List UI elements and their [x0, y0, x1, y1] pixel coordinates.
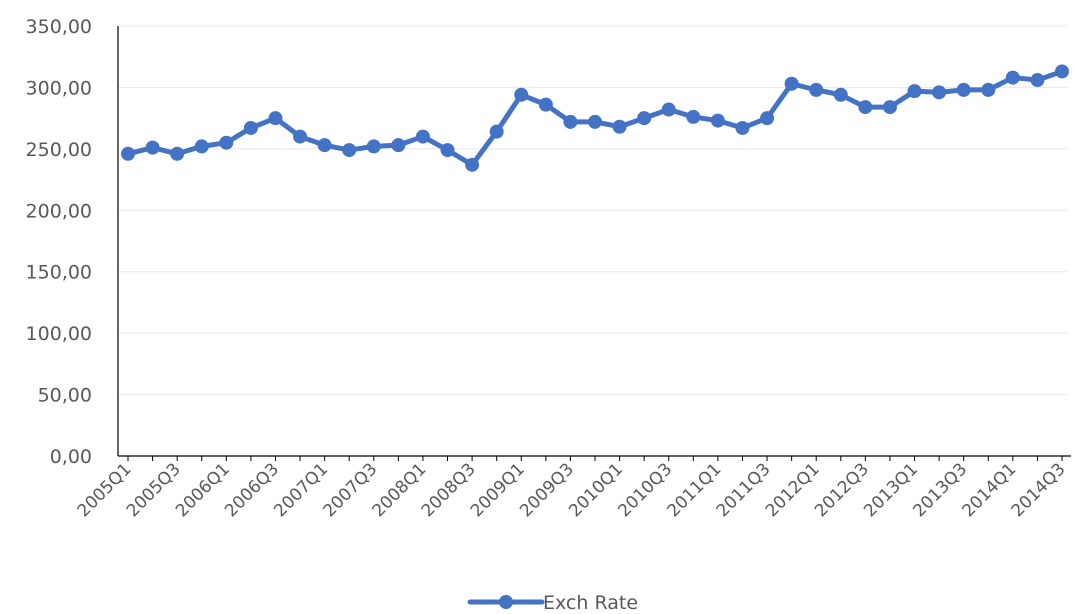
- data-point: [907, 84, 922, 99]
- data-point: [637, 111, 652, 126]
- data-point: [956, 82, 971, 97]
- y-tick-label: 100,00: [26, 323, 92, 345]
- legend-label-exch-rate: Exch Rate: [543, 592, 638, 614]
- data-point: [588, 114, 602, 129]
- data-point: [538, 97, 553, 112]
- x-tick-label: 2006Q1: [172, 459, 234, 521]
- data-point: [882, 100, 897, 115]
- x-tick-label: 2007Q1: [270, 459, 332, 521]
- data-point: [243, 120, 258, 135]
- data-point: [391, 138, 406, 153]
- x-tick-label: 2011Q1: [664, 459, 726, 521]
- legend: Exch Rate: [467, 592, 638, 614]
- data-point: [784, 76, 799, 91]
- data-point: [710, 113, 725, 128]
- data-point: [194, 139, 209, 154]
- data-point: [440, 143, 455, 158]
- y-tick-label: 250,00: [26, 139, 92, 161]
- data-point: [1005, 70, 1020, 85]
- y-tick-label: 350,00: [26, 16, 92, 38]
- y-tick-label: 150,00: [26, 262, 92, 284]
- x-tick-label: 2005Q3: [123, 459, 185, 521]
- x-tick-label: 2010Q3: [614, 459, 676, 521]
- y-tick-label: 300,00: [26, 77, 92, 99]
- data-point: [981, 82, 996, 97]
- x-tick-label: 2013Q3: [909, 459, 971, 521]
- data-point: [686, 109, 701, 124]
- data-point: [735, 120, 750, 135]
- x-tick-label: 2012Q1: [762, 459, 824, 521]
- x-tick-label: 2013Q1: [860, 459, 922, 521]
- x-tick-label: 2010Q1: [565, 459, 627, 521]
- x-tick-label: 2011Q3: [713, 459, 775, 521]
- series-exch-rate: [121, 64, 1069, 172]
- x-tick-label: 2014Q3: [1008, 459, 1070, 521]
- data-point: [932, 85, 947, 100]
- data-point: [809, 82, 824, 97]
- data-point: [858, 100, 873, 115]
- x-tick-label: 2006Q3: [221, 459, 283, 521]
- x-tick-label: 2012Q3: [811, 459, 873, 521]
- x-tick-label: 2005Q1: [74, 459, 136, 521]
- data-point: [563, 114, 578, 129]
- x-tick-label: 2009Q1: [467, 459, 529, 521]
- data-point: [1055, 64, 1069, 79]
- y-tick-label: 200,00: [26, 200, 92, 222]
- data-point: [514, 87, 529, 102]
- y-tick-label: 50,00: [38, 385, 92, 407]
- data-point: [612, 119, 627, 134]
- x-tick-label: 2014Q1: [959, 459, 1021, 521]
- data-point: [465, 157, 480, 172]
- data-point: [317, 138, 332, 153]
- x-tick-label: 2008Q1: [369, 459, 431, 521]
- data-point: [219, 135, 234, 150]
- data-point: [415, 129, 430, 144]
- data-point: [366, 139, 381, 154]
- data-point: [145, 140, 160, 155]
- data-point: [293, 129, 308, 144]
- legend-dot-marker: [499, 595, 513, 609]
- x-tick-label: 2007Q3: [319, 459, 381, 521]
- data-point: [268, 111, 283, 126]
- y-tick-label: 0,00: [50, 446, 92, 468]
- data-point: [833, 87, 848, 102]
- data-point: [1030, 73, 1045, 88]
- data-point: [661, 102, 676, 117]
- data-point: [489, 124, 504, 139]
- x-axis-tick-labels: 2005Q12005Q32006Q12006Q32007Q12007Q32008…: [74, 456, 1070, 521]
- x-tick-label: 2009Q3: [516, 459, 578, 521]
- data-point: [170, 146, 185, 161]
- y-axis-tick-labels: 0,00 50,00 100,00 150,00 200,00 250,00 300,00 3…: [26, 16, 92, 468]
- gridlines: [118, 25, 1067, 396]
- data-point: [342, 143, 357, 158]
- data-point: [760, 111, 775, 126]
- data-point: [121, 146, 135, 161]
- x-tick-label: 2008Q3: [418, 459, 480, 521]
